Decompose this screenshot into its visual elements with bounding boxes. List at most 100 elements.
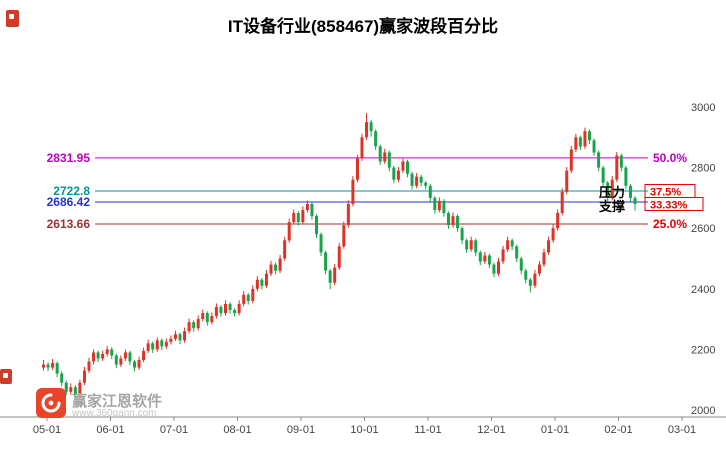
candle [155, 337, 159, 352]
candle [205, 311, 209, 326]
candle [201, 309, 205, 322]
level-pct-label: 33.33% [650, 199, 688, 211]
candle-body [60, 373, 64, 383]
candle [264, 270, 268, 289]
candle [424, 180, 428, 190]
red-flag-icon [0, 369, 12, 384]
candle-body [73, 387, 77, 395]
candle-body [264, 273, 268, 286]
candle-body [69, 387, 73, 392]
candle-body [383, 152, 387, 162]
candle [92, 349, 96, 365]
candle [346, 200, 350, 228]
candle [82, 366, 86, 386]
candle-body [142, 350, 146, 361]
candle [406, 159, 409, 178]
candle-body [524, 270, 528, 280]
candle-body [396, 170, 400, 180]
candle [551, 224, 555, 243]
candle [119, 355, 123, 367]
candle [251, 285, 255, 304]
candle-body [424, 182, 428, 186]
watermark-brand: 赢家江恩软件 [72, 393, 163, 410]
candle-body [155, 340, 159, 350]
candle [292, 209, 296, 225]
candle-body [328, 270, 332, 283]
candle-body [446, 213, 450, 226]
candle-body [278, 258, 282, 271]
candle [383, 148, 387, 164]
candle-body [287, 222, 291, 241]
candle-body [337, 246, 341, 268]
candle [442, 199, 446, 217]
candle-body [346, 203, 350, 226]
candle [114, 353, 118, 369]
candle-body [205, 313, 209, 323]
candle [446, 211, 450, 229]
watermark-site: www.360gann.com [72, 408, 157, 419]
candle-body [628, 185, 632, 198]
candle [506, 236, 510, 252]
candle-body [410, 173, 414, 186]
x-tick-label: 12-01 [477, 424, 505, 436]
candle-body [606, 182, 610, 198]
candle-body [269, 264, 273, 274]
candle-body [387, 152, 391, 168]
candle [597, 150, 601, 172]
candle [55, 361, 59, 378]
candle [146, 339, 150, 354]
candle-body [515, 246, 519, 259]
candle [183, 327, 187, 343]
candle [478, 250, 482, 266]
y-tick-label: 2600 [691, 223, 715, 235]
candle-body [501, 249, 505, 262]
candle [274, 262, 278, 275]
candle [296, 211, 300, 226]
x-tick-label: 09-01 [287, 424, 315, 436]
candle [137, 356, 141, 371]
candle [192, 320, 196, 332]
winner-software-logo-icon [36, 388, 66, 418]
candle [619, 153, 623, 172]
candle [287, 218, 291, 243]
candle [474, 238, 478, 257]
candle-body [87, 361, 91, 371]
candle-body [119, 358, 123, 365]
candle-body [164, 341, 168, 347]
candle [401, 157, 405, 174]
candle-body [551, 228, 555, 241]
candle-body [42, 364, 45, 368]
candle [242, 291, 246, 307]
candle [610, 176, 614, 201]
candle-body [460, 228, 464, 241]
candle-body [615, 155, 619, 180]
candlestick-series [42, 113, 637, 399]
candle-body [114, 355, 118, 365]
candle [196, 315, 200, 331]
candle-body [101, 353, 105, 359]
candle-body [219, 306, 223, 314]
candle [560, 188, 564, 216]
candle [87, 357, 91, 374]
y-tick-label: 2800 [691, 163, 715, 175]
x-tick-label: 06-01 [96, 424, 124, 436]
candle-body [187, 322, 191, 332]
candle-body [378, 146, 382, 162]
candle [487, 253, 491, 269]
candle [428, 183, 432, 202]
candle [574, 133, 578, 152]
candle [301, 206, 305, 225]
candle [123, 349, 127, 361]
candle-body [415, 176, 419, 186]
x-tick-label: 08-01 [223, 424, 251, 436]
candle [355, 154, 359, 183]
candle [351, 176, 355, 207]
candle [246, 293, 250, 305]
pressure-label: 压力 [599, 185, 626, 200]
candle-body [55, 363, 59, 374]
candle [537, 260, 541, 277]
candle [588, 129, 591, 144]
candle [465, 238, 469, 254]
candle-body [82, 370, 86, 383]
candle-body [110, 349, 114, 356]
